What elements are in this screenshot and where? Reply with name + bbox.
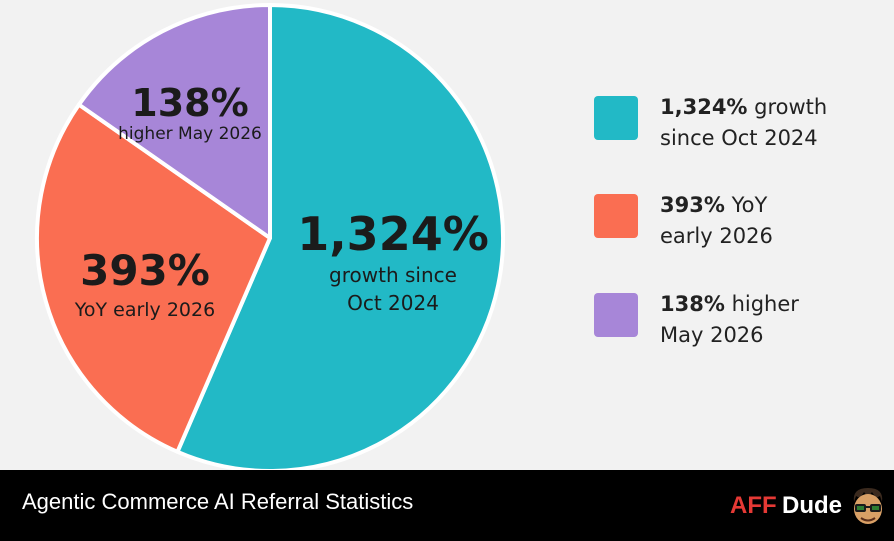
slice-caption-label: higher May 2026 [118,124,262,144]
pie-slice [76,3,272,240]
legend-item-higher: 138% higher May 2026 [594,289,854,353]
legend-label: 138% higher May 2026 [660,292,799,347]
slice-value-label: 393% [80,246,210,295]
pie-slice [35,102,272,454]
slice-caption-label: growth since [329,263,457,287]
slice-value-label: 1,324% [297,207,489,261]
slice-value-label: 138% [131,81,248,125]
slice-caption-label: YoY early 2026 [74,299,215,321]
footer-bar: Agentic Commerce AI Referral Statistics … [0,470,894,541]
pie-slice [175,3,505,470]
pie-chart: 1,324%growth since Oct 2024 393% YoY early … [35,3,505,470]
footer-title: Agentic Commerce AI Referral Statistics [22,489,414,514]
legend-label: 1,324% growth since Oct 2024 [660,95,828,150]
legend-swatch-purple [594,293,638,337]
brand-logo: AFF Dude [730,484,890,528]
slice-caption-label: Oct 2024 [347,291,439,315]
mascot-face-icon [853,488,883,524]
legend-item-yoy: 393% YoY early 2026 [594,190,854,254]
brand-aff: AFF [730,492,777,519]
chart-area: 1,324% growth since Oct 2024 393% YoY early … [35,3,854,470]
legend-item-growth: 1,324% growth since Oct 2024 [594,92,854,156]
legend-swatch-orange [594,194,638,238]
legend-swatch-teal [594,96,638,140]
legend-label: 393% YoY early 2026 [660,193,773,248]
brand-dude: Dude [782,492,842,519]
